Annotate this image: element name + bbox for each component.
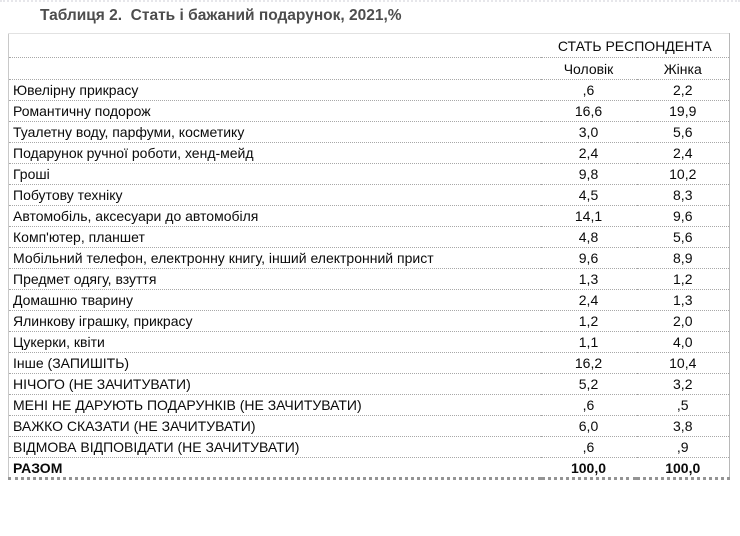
table-row: НІЧОГО (НЕ ЗАЧИТУВАТИ) 5,2 3,2 — [8, 373, 730, 395]
female-value: ,9 — [636, 436, 730, 458]
female-value: ,5 — [636, 394, 730, 416]
male-value: 1,1 — [540, 331, 637, 353]
gift-category-label: Мобільний телефон, електронну книгу, інш… — [8, 247, 541, 269]
male-value: 16,6 — [540, 100, 637, 122]
table-row: Автомобіль, аксесуари до автомобіля 14,1… — [8, 205, 730, 227]
gift-category-label: МЕНІ НЕ ДАРУЮТЬ ПОДАРУНКІВ (НЕ ЗАЧИТУВАТ… — [8, 394, 541, 416]
corner-empty-cell — [9, 34, 541, 58]
male-value: 2,4 — [540, 142, 637, 164]
gift-category-label: Автомобіль, аксесуари до автомобіля — [8, 205, 541, 227]
male-value: 3,0 — [540, 121, 637, 143]
female-value: 1,2 — [636, 268, 730, 290]
gift-category-label: Побутову техніку — [8, 184, 541, 206]
table-row: Туалетну воду, парфуми, косметику 3,0 5,… — [8, 121, 730, 143]
male-value: 16,2 — [540, 352, 637, 374]
table-row: Інше (ЗАПИШІТЬ) 16,2 10,4 — [8, 352, 730, 374]
table-row: Гроші 9,8 10,2 — [8, 163, 730, 185]
gift-category-label: Ялинкову іграшку, прикрасу — [8, 310, 541, 332]
table-title: Таблиця 2. Стать і бажаний подарунок, 20… — [40, 7, 402, 24]
female-value: 10,2 — [636, 163, 730, 185]
female-value: 3,8 — [636, 415, 730, 437]
header-columns-row: Чоловік Жінка — [8, 57, 730, 80]
table-row: Романтичну подорож 16,6 19,9 — [8, 100, 730, 122]
gift-category-label: Предмет одягу, взуття — [8, 268, 541, 290]
table-header: СТАТЬ РЕСПОНДЕНТА Чоловік Жінка — [8, 34, 730, 80]
female-value: 4,0 — [636, 331, 730, 353]
gender-gift-table: СТАТЬ РЕСПОНДЕНТА Чоловік Жінка Ювелірну… — [8, 33, 730, 480]
gift-category-label: Домашню тварину — [8, 289, 541, 311]
female-value: 8,9 — [636, 247, 730, 269]
gift-category-label: Туалетну воду, парфуми, косметику — [8, 121, 541, 143]
table-row: Комп'ютер, планшет 4,8 5,6 — [8, 226, 730, 248]
male-value: 1,2 — [540, 310, 637, 332]
male-value: ,6 — [540, 394, 637, 416]
gift-category-label: Романтичну подорож — [8, 100, 541, 122]
top-divider — [0, 0, 740, 2]
female-value: 2,4 — [636, 142, 730, 164]
gift-category-label: Гроші — [8, 163, 541, 185]
female-value: 5,6 — [636, 121, 730, 143]
table-row: Мобільний телефон, електронну книгу, інш… — [8, 247, 730, 269]
female-value: 5,6 — [636, 226, 730, 248]
column-header-male: Чоловік — [540, 57, 637, 80]
table-row: Предмет одягу, взуття 1,3 1,2 — [8, 268, 730, 290]
male-value: 4,5 — [540, 184, 637, 206]
table-total-row: РАЗОМ 100,0 100,0 — [8, 457, 730, 479]
female-value: 1,3 — [636, 289, 730, 311]
female-value: 2,2 — [636, 79, 730, 101]
gift-category-label: Комп'ютер, планшет — [8, 226, 541, 248]
table-row: ВІДМОВА ВІДПОВІДАТИ (НЕ ЗАЧИТУВАТИ) ,6 ,… — [8, 436, 730, 458]
male-total-value: 100,0 — [540, 457, 637, 479]
gift-category-label: Інше (ЗАПИШІТЬ) — [8, 352, 541, 374]
gift-category-label: Ювелірну прикрасу — [8, 79, 541, 101]
gift-category-label: Подарунок ручної роботи, хенд-мейд — [8, 142, 541, 164]
table-row: Ялинкову іграшку, прикрасу 1,2 2,0 — [8, 310, 730, 332]
table-row: Ювелірну прикрасу ,6 2,2 — [8, 79, 730, 101]
gift-category-label: НІЧОГО (НЕ ЗАЧИТУВАТИ) — [8, 373, 541, 395]
female-value: 9,6 — [636, 205, 730, 227]
gift-category-label: ВАЖКО СКАЗАТИ (НЕ ЗАЧИТУВАТИ) — [8, 415, 541, 437]
male-value: 14,1 — [540, 205, 637, 227]
male-value: 1,3 — [540, 268, 637, 290]
header-group-row: СТАТЬ РЕСПОНДЕНТА — [9, 34, 730, 58]
gift-category-label: Цукерки, квіти — [8, 331, 541, 353]
table-row: МЕНІ НЕ ДАРУЮТЬ ПОДАРУНКІВ (НЕ ЗАЧИТУВАТ… — [8, 394, 730, 416]
table-row: ВАЖКО СКАЗАТИ (НЕ ЗАЧИТУВАТИ) 6,0 3,8 — [8, 415, 730, 437]
female-value: 2,0 — [636, 310, 730, 332]
male-value: 2,4 — [540, 289, 637, 311]
gift-category-label: ВІДМОВА ВІДПОВІДАТИ (НЕ ЗАЧИТУВАТИ) — [8, 436, 541, 458]
female-value: 8,3 — [636, 184, 730, 206]
table-body: Ювелірну прикрасу ,6 2,2 Романтичну подо… — [8, 79, 730, 479]
male-value: ,6 — [540, 436, 637, 458]
male-value: 9,8 — [540, 163, 637, 185]
column-header-female: Жінка — [636, 57, 730, 80]
male-value: ,6 — [540, 79, 637, 101]
table-row: Подарунок ручної роботи, хенд-мейд 2,4 2… — [8, 142, 730, 164]
total-label: РАЗОМ — [8, 457, 541, 479]
male-value: 4,8 — [540, 226, 637, 248]
female-value: 10,4 — [636, 352, 730, 374]
table-row: Побутову техніку 4,5 8,3 — [8, 184, 730, 206]
female-total-value: 100,0 — [636, 457, 730, 479]
table-row: Домашню тварину 2,4 1,3 — [8, 289, 730, 311]
male-value: 9,6 — [540, 247, 637, 269]
male-value: 5,2 — [540, 373, 637, 395]
female-value: 19,9 — [636, 100, 730, 122]
gender-group-header: СТАТЬ РЕСПОНДЕНТА — [557, 37, 712, 54]
table-row: Цукерки, квіти 1,1 4,0 — [8, 331, 730, 353]
corner-empty-cell — [8, 57, 541, 80]
male-value: 6,0 — [540, 415, 637, 437]
female-value: 3,2 — [636, 373, 730, 395]
